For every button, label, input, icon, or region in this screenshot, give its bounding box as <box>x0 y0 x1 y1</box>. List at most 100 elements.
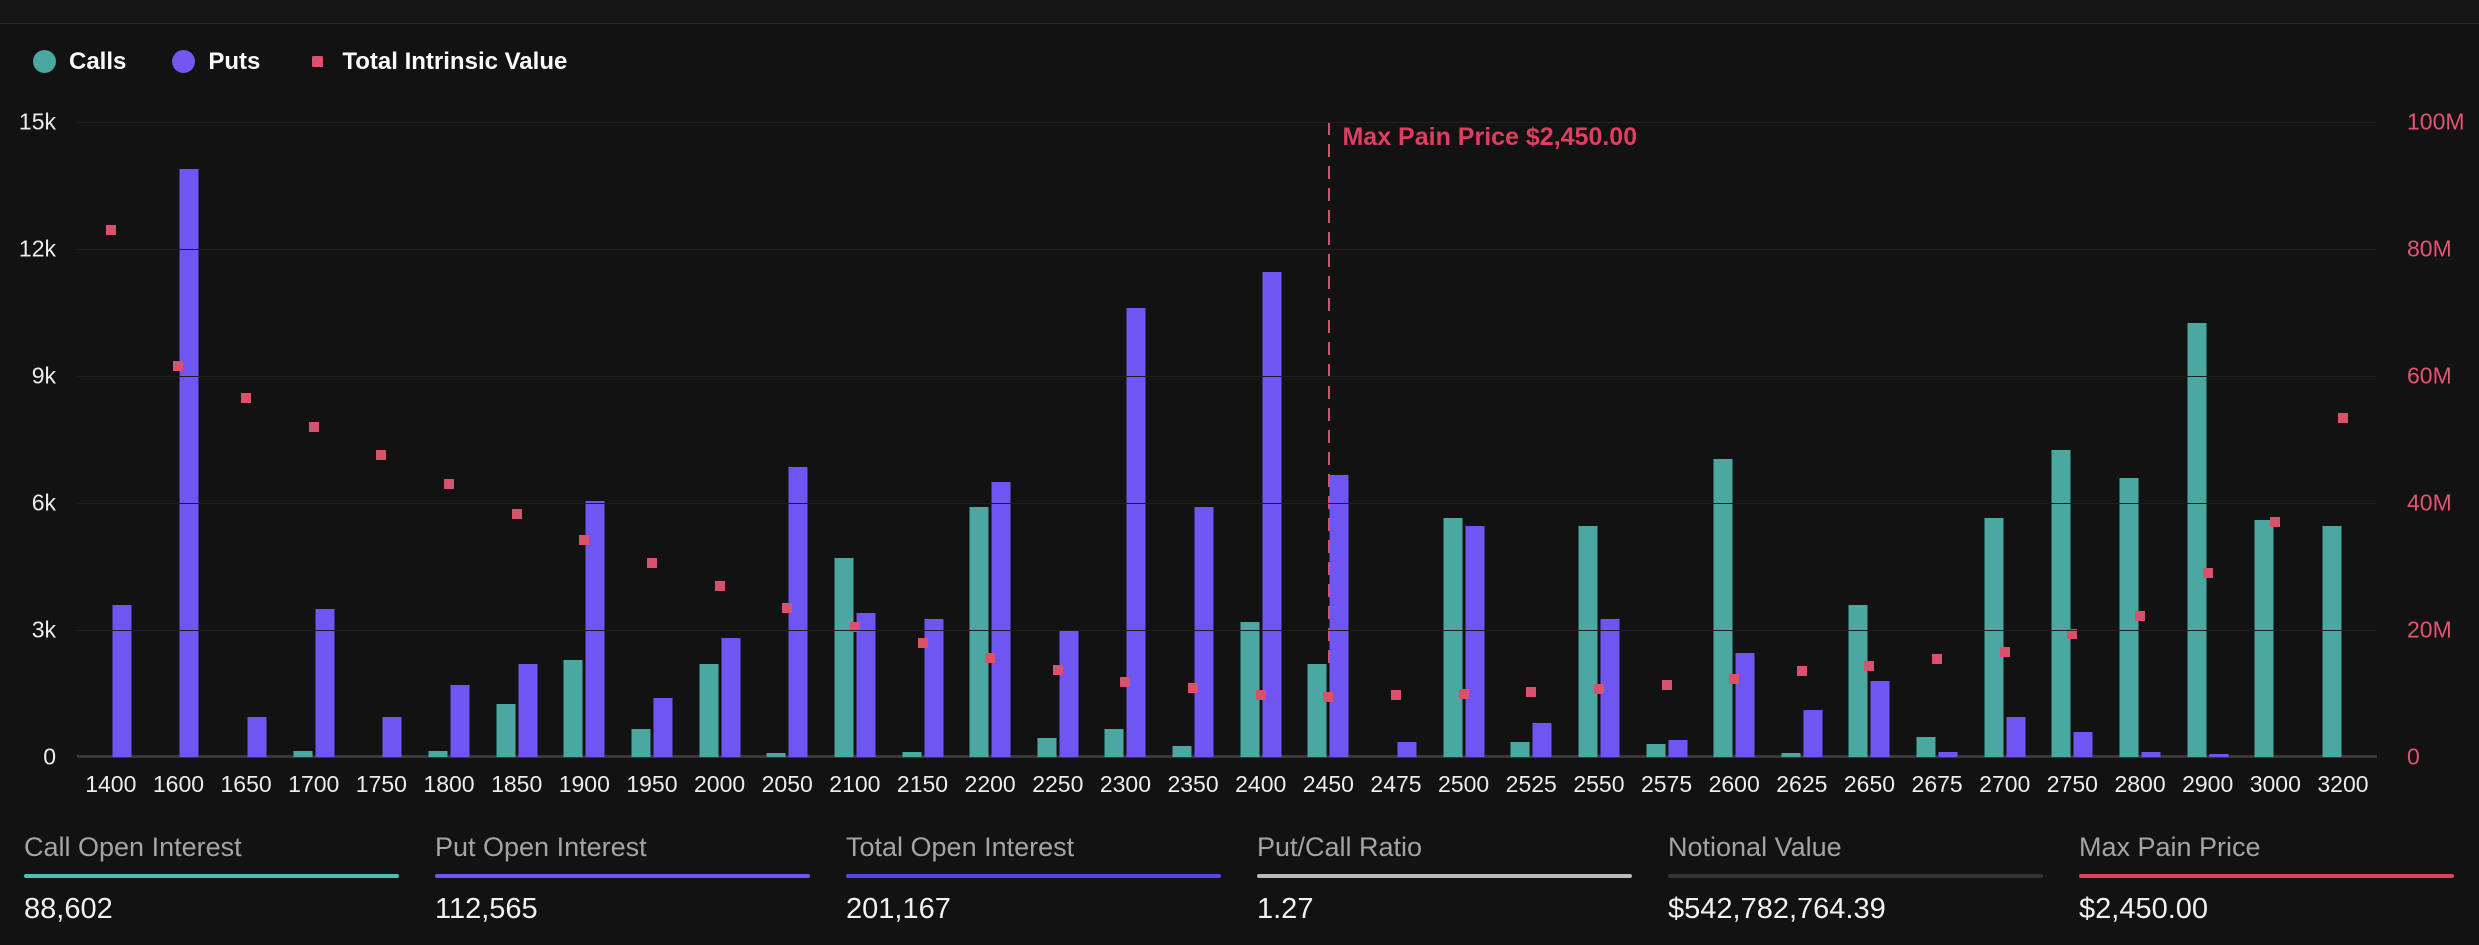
put-bar[interactable] <box>1600 619 1620 757</box>
put-bar[interactable] <box>2141 751 2161 757</box>
put-bar[interactable] <box>382 716 402 757</box>
put-bar[interactable] <box>721 638 741 757</box>
intrinsic-value-point[interactable] <box>511 508 522 519</box>
intrinsic-value-point[interactable] <box>2135 611 2146 622</box>
call-bar[interactable] <box>1646 744 1666 757</box>
intrinsic-value-point[interactable] <box>376 450 387 461</box>
call-bar[interactable] <box>563 659 583 757</box>
call-bar[interactable] <box>2119 477 2139 757</box>
intrinsic-value-point[interactable] <box>579 534 590 545</box>
call-bar[interactable] <box>1510 742 1530 757</box>
call-bar[interactable] <box>2051 450 2071 757</box>
intrinsic-value-point[interactable] <box>2067 629 2078 640</box>
legend-item-total-intrinsic-value[interactable]: Total Intrinsic Value <box>306 50 567 74</box>
put-bar[interactable] <box>2209 753 2229 757</box>
intrinsic-value-point[interactable] <box>2270 517 2281 528</box>
put-bar[interactable] <box>856 613 876 757</box>
put-bar[interactable] <box>1397 742 1417 757</box>
call-bar[interactable] <box>496 704 516 757</box>
put-bar[interactable] <box>1735 653 1755 757</box>
call-bar[interactable] <box>1240 621 1260 757</box>
put-bar[interactable] <box>179 168 199 757</box>
intrinsic-value-point[interactable] <box>917 637 928 648</box>
intrinsic-value-point[interactable] <box>1661 680 1672 691</box>
call-bar[interactable] <box>1104 729 1124 757</box>
intrinsic-value-point[interactable] <box>1188 683 1199 694</box>
call-bar[interactable] <box>2254 519 2274 757</box>
put-bar[interactable] <box>1668 740 1688 757</box>
intrinsic-value-point[interactable] <box>1593 684 1604 695</box>
put-bar[interactable] <box>1803 710 1823 757</box>
call-bar[interactable] <box>2187 323 2207 757</box>
put-bar[interactable] <box>924 619 943 757</box>
call-bar[interactable] <box>631 729 651 757</box>
put-bar[interactable] <box>450 685 470 757</box>
call-bar[interactable] <box>1984 517 2004 757</box>
legend-item-calls[interactable]: Calls <box>33 50 126 74</box>
put-bar[interactable] <box>518 663 538 757</box>
open-interest-chart: 1400 1600 1650 1700 1750 1800 1850 1900 1950 2000… <box>0 109 2479 798</box>
intrinsic-value-point[interactable] <box>1120 677 1131 688</box>
intrinsic-value-point[interactable] <box>1255 690 1266 701</box>
put-bar[interactable] <box>1329 475 1349 757</box>
put-bar[interactable] <box>1126 308 1146 757</box>
intrinsic-value-point[interactable] <box>2337 412 2348 423</box>
intrinsic-value-point[interactable] <box>985 652 996 663</box>
intrinsic-value-point[interactable] <box>1390 690 1401 701</box>
call-bar[interactable] <box>834 558 854 757</box>
put-bar[interactable] <box>653 697 673 757</box>
put-bar[interactable] <box>1532 723 1552 757</box>
call-bar[interactable] <box>766 752 786 757</box>
strike-group: 2575 <box>1633 122 1701 797</box>
put-bar[interactable] <box>1059 630 1079 757</box>
put-bar[interactable] <box>315 608 335 757</box>
put-bar[interactable] <box>1870 680 1890 757</box>
intrinsic-value-point[interactable] <box>1864 661 1875 672</box>
call-bar[interactable] <box>428 750 448 757</box>
put-bar[interactable] <box>585 500 605 757</box>
call-bar[interactable] <box>699 663 719 757</box>
intrinsic-value-point[interactable] <box>1526 686 1537 697</box>
intrinsic-value-point[interactable] <box>2202 567 2213 578</box>
intrinsic-value-point[interactable] <box>1932 653 1943 664</box>
put-bar[interactable] <box>247 716 267 757</box>
intrinsic-value-point[interactable] <box>714 580 725 591</box>
call-bar[interactable] <box>1172 746 1192 757</box>
put-bar[interactable] <box>1465 526 1485 757</box>
call-bar[interactable] <box>1848 604 1868 757</box>
put-bar[interactable] <box>2006 716 2026 757</box>
put-bar[interactable] <box>1938 751 1958 757</box>
intrinsic-value-point[interactable] <box>1999 647 2010 658</box>
intrinsic-value-point[interactable] <box>849 622 860 633</box>
call-bar[interactable] <box>902 751 921 757</box>
intrinsic-value-point[interactable] <box>241 393 252 404</box>
call-bar[interactable] <box>1307 663 1327 757</box>
put-bar[interactable] <box>788 467 808 757</box>
call-bar[interactable] <box>1037 737 1057 757</box>
call-bar[interactable] <box>1578 526 1598 757</box>
intrinsic-value-point[interactable] <box>1458 688 1469 699</box>
intrinsic-value-point[interactable] <box>444 478 455 489</box>
call-bar[interactable] <box>1781 752 1801 757</box>
call-bar[interactable] <box>1916 736 1936 757</box>
intrinsic-value-point[interactable] <box>1796 666 1807 677</box>
put-bar[interactable] <box>1262 272 1282 757</box>
intrinsic-value-point[interactable] <box>646 558 657 569</box>
intrinsic-value-point[interactable] <box>1729 673 1740 684</box>
put-bar[interactable] <box>2073 731 2093 757</box>
call-bar[interactable] <box>1713 458 1733 757</box>
put-bar[interactable] <box>1194 507 1214 757</box>
intrinsic-value-point[interactable] <box>1052 665 1063 675</box>
intrinsic-value-point[interactable] <box>173 361 184 372</box>
put-bar[interactable] <box>112 604 132 757</box>
call-bar[interactable] <box>293 750 313 757</box>
call-bar[interactable] <box>2322 526 2342 757</box>
call-bar[interactable] <box>969 507 989 757</box>
intrinsic-value-point[interactable] <box>105 224 116 235</box>
call-bar[interactable] <box>1443 517 1463 757</box>
legend-item-puts[interactable]: Puts <box>172 50 260 74</box>
intrinsic-value-point[interactable] <box>308 421 319 432</box>
put-bar[interactable] <box>991 481 1011 757</box>
intrinsic-value-point[interactable] <box>782 602 793 613</box>
intrinsic-value-point[interactable] <box>1323 692 1334 703</box>
